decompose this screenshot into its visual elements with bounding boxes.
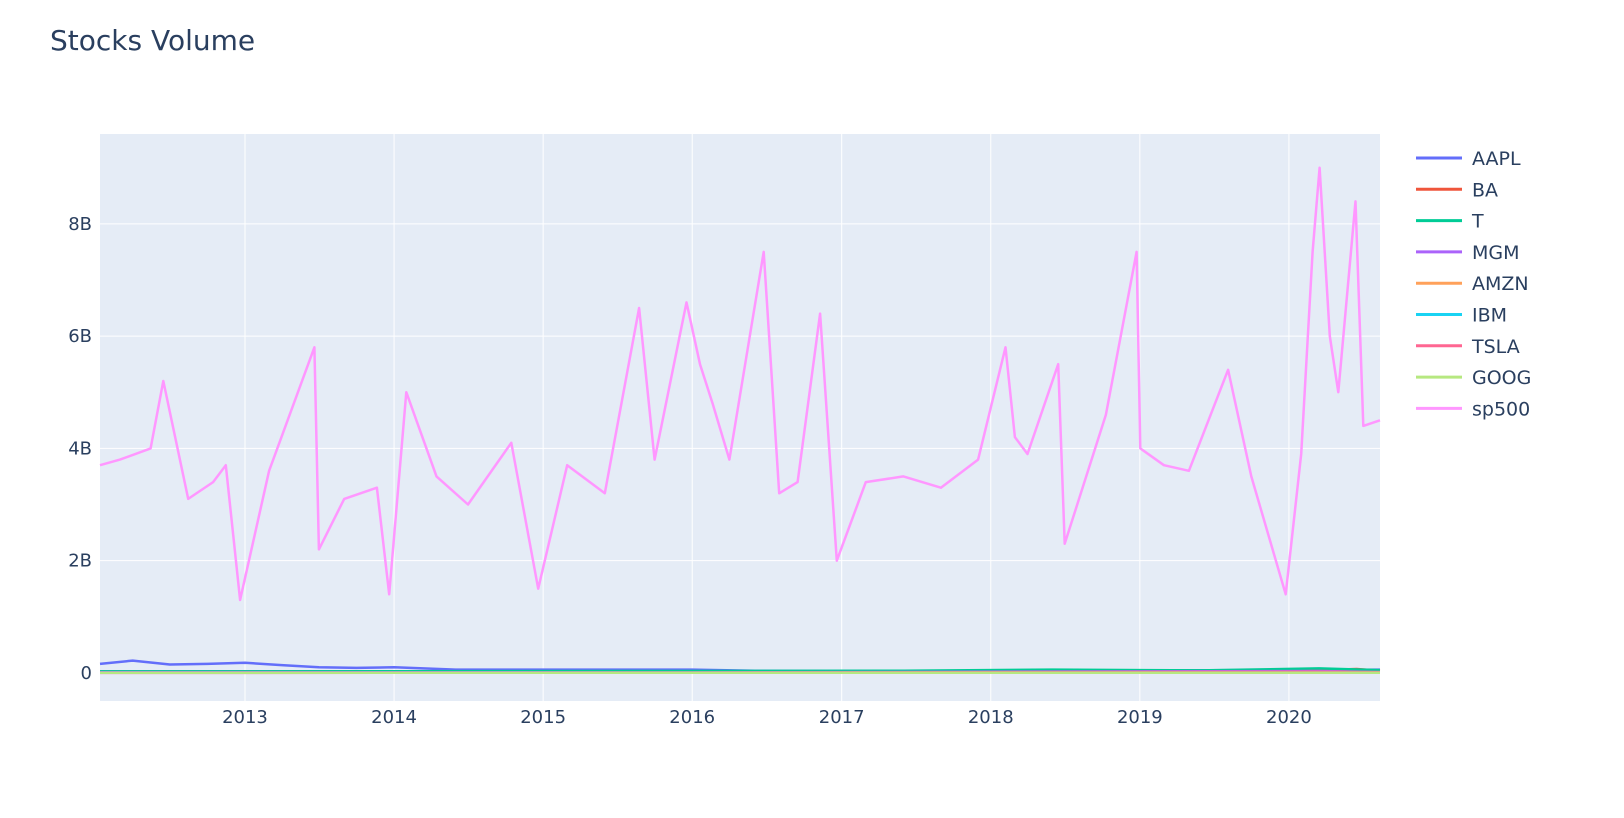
series-layer bbox=[99, 166, 1381, 675]
legend-item-mgm[interactable]: MGM bbox=[1472, 242, 1520, 264]
x-tick-label: 2013 bbox=[222, 707, 268, 728]
x-tick-label: 2015 bbox=[520, 707, 566, 728]
y-tick-label: 4B bbox=[68, 438, 92, 459]
plot-background bbox=[100, 134, 1380, 701]
series-line-sp500 bbox=[99, 166, 1381, 602]
y-axis-ticks: 0 2B 4B 6B 8B bbox=[68, 214, 92, 684]
legend-item-aapl[interactable]: AAPL bbox=[1472, 148, 1521, 170]
legend-item-ba[interactable]: BA bbox=[1472, 179, 1498, 201]
x-tick-label: 2014 bbox=[371, 707, 417, 728]
x-axis-ticks: 2013 2014 2015 2016 2017 2018 2019 2020 bbox=[222, 707, 1312, 728]
y-tick-label: 2B bbox=[68, 551, 92, 572]
legend-item-tsla[interactable]: TSLA bbox=[1471, 336, 1520, 358]
y-tick-label: 8B bbox=[68, 214, 92, 235]
y-tick-label: 6B bbox=[68, 326, 92, 347]
x-tick-label: 2019 bbox=[1117, 707, 1163, 728]
y-tick-label: 0 bbox=[81, 663, 92, 684]
legend-item-sp500[interactable]: sp500 bbox=[1472, 398, 1530, 420]
x-tick-label: 2018 bbox=[968, 707, 1014, 728]
legend-item-ibm[interactable]: IBM bbox=[1472, 305, 1507, 327]
x-tick-label: 2016 bbox=[669, 707, 715, 728]
chart-title: Stocks Volume bbox=[50, 24, 256, 57]
legend-item-t[interactable]: T bbox=[1471, 211, 1484, 233]
x-tick-label: 2017 bbox=[819, 707, 865, 728]
legend-item-goog[interactable]: GOOG bbox=[1472, 367, 1531, 389]
legend[interactable]: AAPL BA T MGM AMZN IBM TSLA GOOG sp500 bbox=[1416, 148, 1531, 420]
x-tick-label: 2020 bbox=[1266, 707, 1312, 728]
legend-item-amzn[interactable]: AMZN bbox=[1472, 273, 1529, 295]
